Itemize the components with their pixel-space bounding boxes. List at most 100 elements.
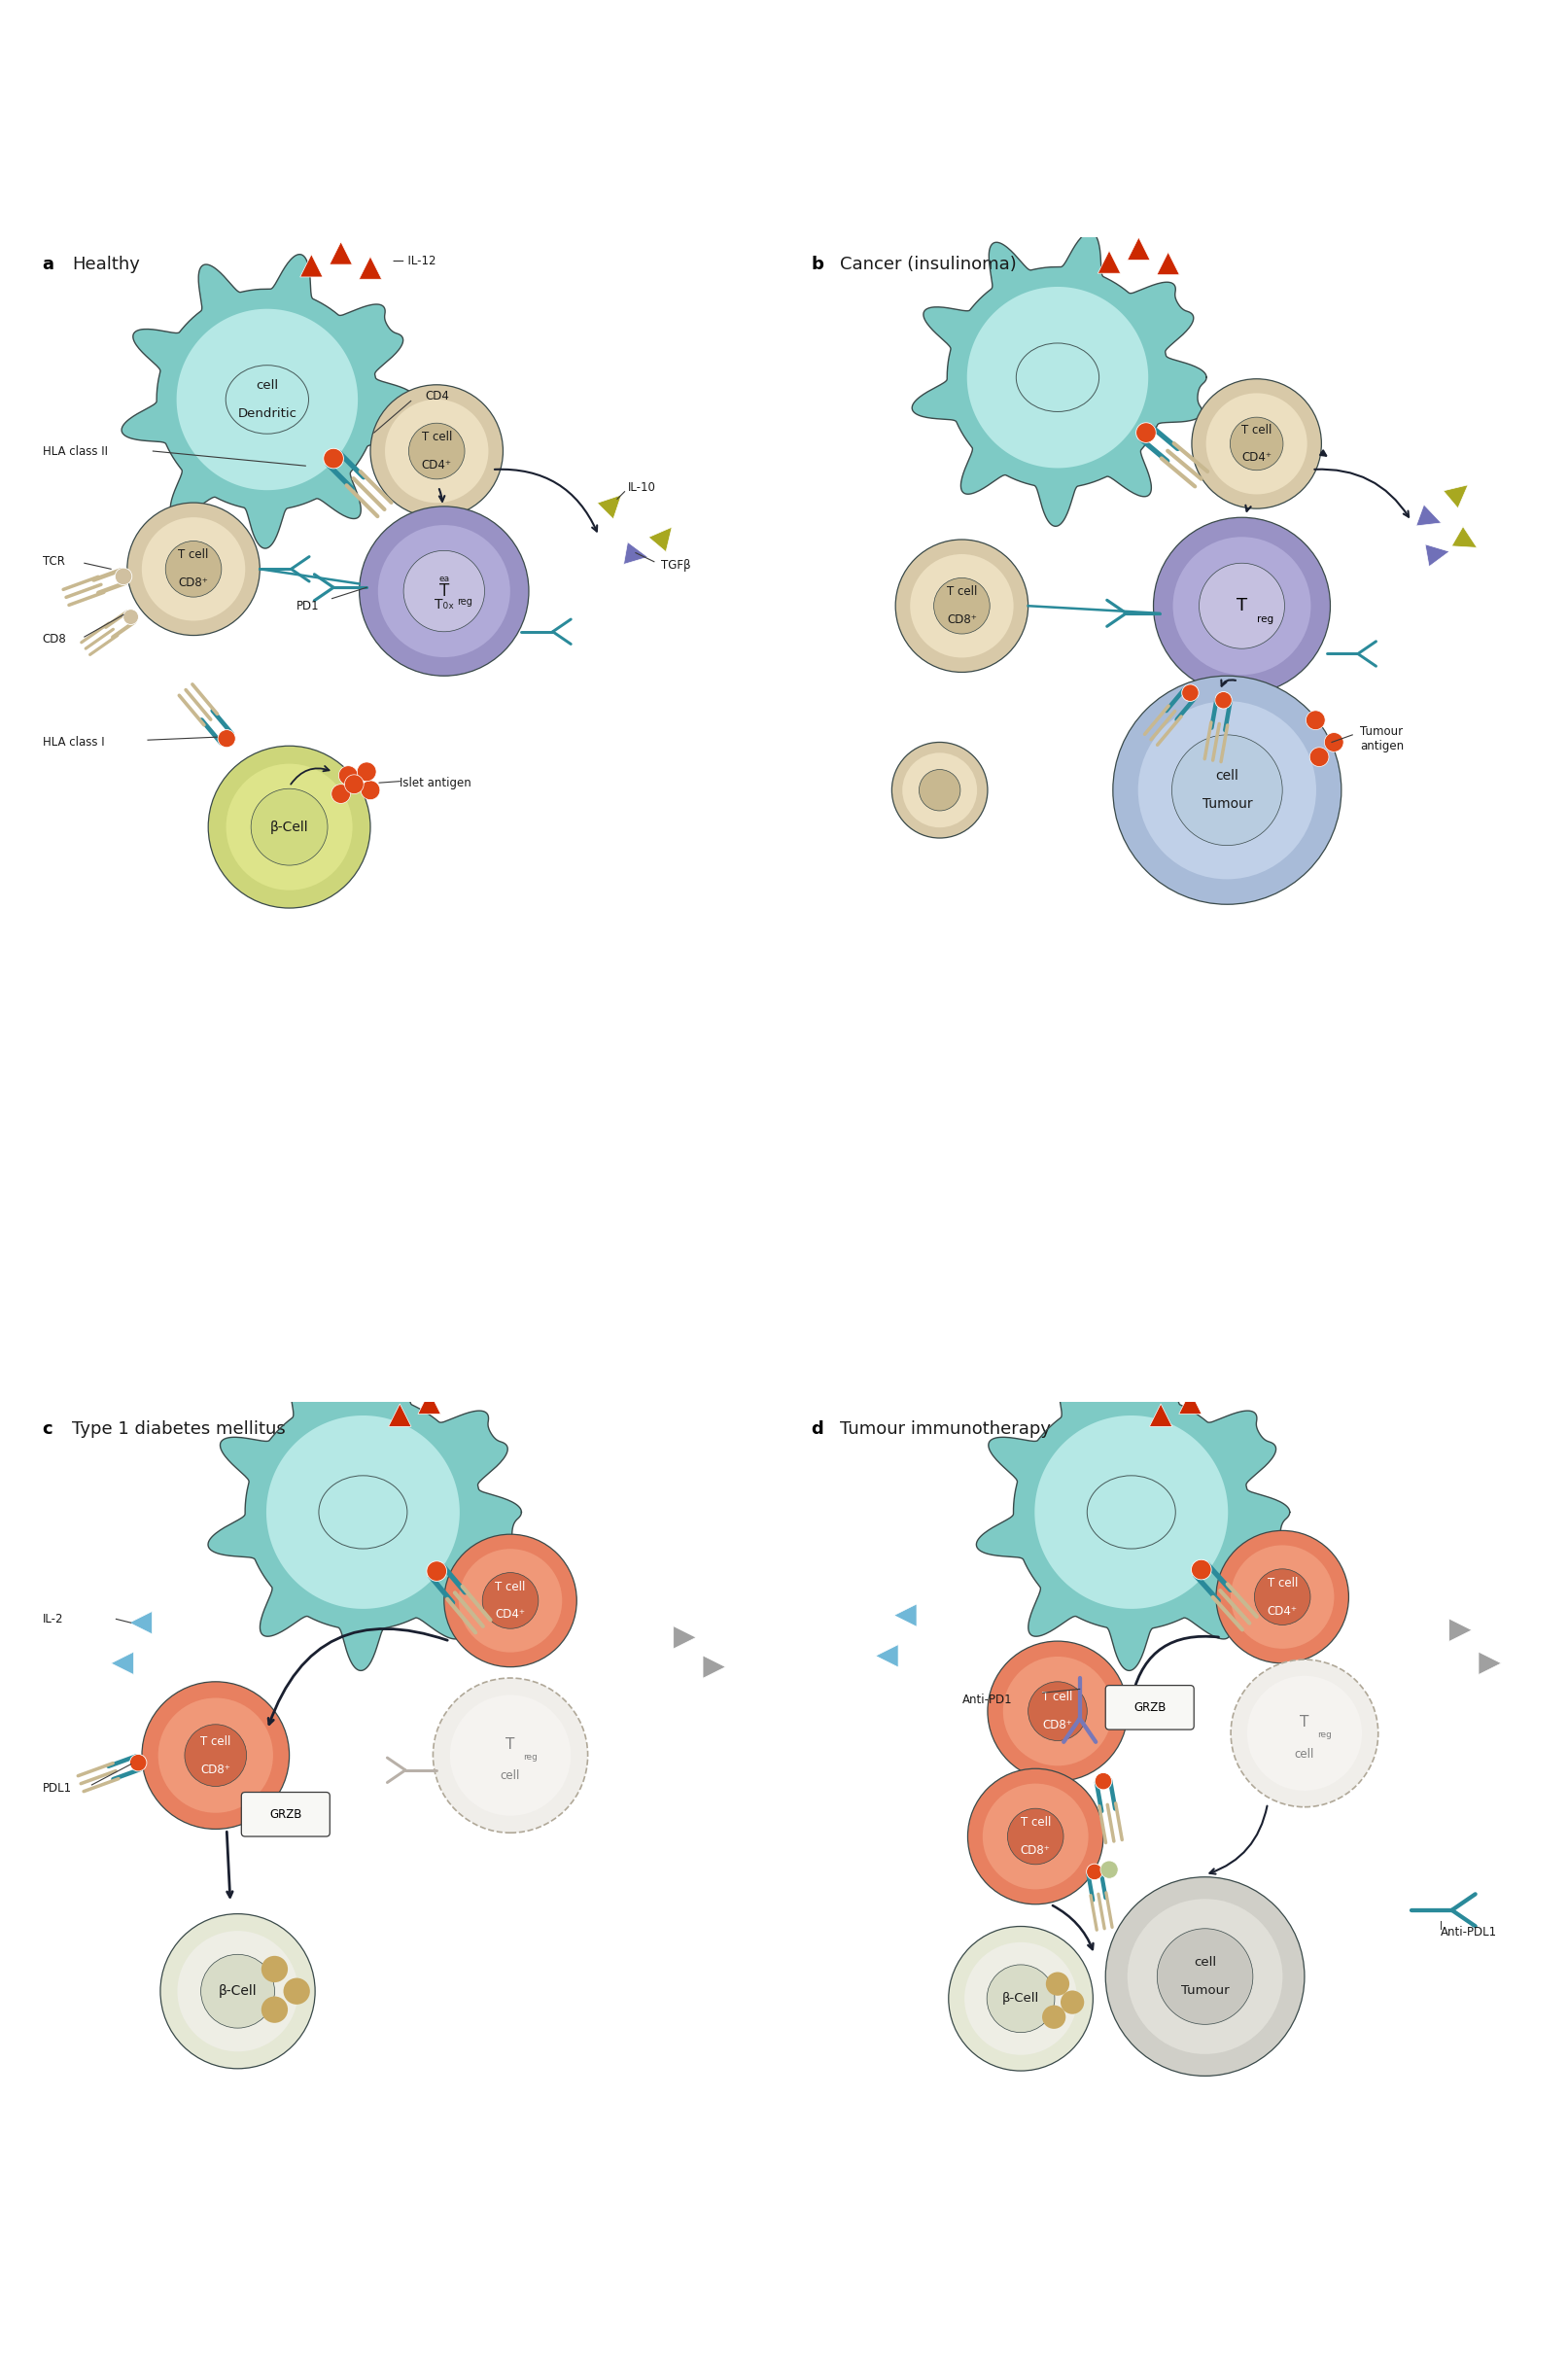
Text: reg: reg [1256,615,1273,625]
Circle shape [160,1913,315,2069]
Polygon shape [673,1625,696,1649]
Text: CD4⁺: CD4⁺ [1267,1604,1297,1618]
Circle shape [1171,734,1283,846]
Text: a: a [42,257,53,273]
Text: Anti-PDL1: Anti-PDL1 [1441,1927,1497,1939]
Text: CD4: CD4 [425,390,450,402]
Circle shape [1309,748,1328,767]
Ellipse shape [1087,1475,1176,1549]
Polygon shape [1449,1618,1472,1642]
Circle shape [345,775,364,794]
Circle shape [1004,1656,1112,1765]
Polygon shape [419,1392,441,1414]
Text: T cell: T cell [422,430,452,444]
Circle shape [1192,378,1322,508]
Text: Healthy: Healthy [72,257,140,273]
Text: T: T [1300,1715,1309,1730]
Circle shape [1137,423,1156,442]
Polygon shape [122,254,416,549]
Text: reg: reg [458,596,474,606]
Circle shape [1215,691,1232,708]
Text: CD8: CD8 [42,632,66,646]
Circle shape [1105,1877,1305,2077]
Text: b: b [811,257,823,273]
Text: CD8⁺: CD8⁺ [179,577,209,589]
Text: TCR: TCR [42,556,64,568]
Text: T cell: T cell [201,1734,230,1749]
Text: CD4⁺: CD4⁺ [1242,451,1272,463]
Circle shape [902,753,977,827]
Circle shape [331,784,351,803]
Polygon shape [177,309,358,489]
Circle shape [143,1682,290,1830]
Polygon shape [1127,238,1149,259]
Circle shape [158,1699,273,1813]
Ellipse shape [318,1475,408,1549]
Circle shape [166,542,221,596]
Circle shape [1101,1860,1118,1879]
Polygon shape [329,242,353,264]
Polygon shape [267,1416,459,1609]
Text: CD4⁺: CD4⁺ [422,459,452,470]
Circle shape [1060,1991,1083,2015]
Text: T: T [506,1737,514,1751]
Text: CD8⁺: CD8⁺ [1043,1718,1073,1732]
Circle shape [949,1927,1093,2072]
Text: cell: cell [1295,1749,1314,1761]
Text: T cell: T cell [1021,1815,1051,1830]
Text: Islet antigen: Islet antigen [400,777,472,789]
Polygon shape [1035,1416,1228,1609]
Text: T cell: T cell [947,584,977,599]
Text: CD8⁺: CD8⁺ [947,613,977,627]
Circle shape [983,1784,1088,1889]
Polygon shape [1425,544,1449,565]
Polygon shape [1479,1651,1501,1675]
Text: CD8⁺: CD8⁺ [1021,1844,1051,1856]
Circle shape [909,554,1013,658]
Text: Tumour immunotherapy: Tumour immunotherapy [840,1421,1051,1437]
Text: Tumour
antigen: Tumour antigen [1359,725,1403,753]
Circle shape [359,506,528,675]
Circle shape [209,746,370,908]
Circle shape [386,399,488,504]
Circle shape [130,1753,147,1770]
Circle shape [403,551,485,632]
Text: T cell: T cell [1267,1578,1298,1590]
Text: PDL1: PDL1 [42,1782,72,1794]
Circle shape [1046,1972,1069,1996]
Polygon shape [1157,252,1179,276]
Circle shape [226,763,353,891]
Circle shape [1043,2005,1066,2029]
Circle shape [459,1549,561,1651]
Circle shape [251,789,328,865]
FancyBboxPatch shape [1105,1685,1193,1730]
Polygon shape [977,1357,1290,1670]
Circle shape [935,577,989,634]
Circle shape [124,608,138,625]
Text: Type 1 diabetes mellitus: Type 1 diabetes mellitus [72,1421,285,1437]
Circle shape [177,1932,298,2050]
Text: PD1: PD1 [296,599,320,613]
Circle shape [262,1955,289,1982]
Circle shape [339,765,358,784]
Circle shape [1094,1772,1112,1789]
Text: Tumour: Tumour [1203,798,1253,810]
Circle shape [1247,1675,1363,1792]
Circle shape [201,1955,274,2029]
FancyBboxPatch shape [241,1792,329,1837]
Text: cell: cell [256,380,279,392]
Circle shape [218,729,235,748]
Polygon shape [389,1404,411,1426]
Circle shape [967,1768,1104,1903]
Circle shape [1254,1568,1311,1625]
Text: Anti-PD1: Anti-PD1 [961,1694,1011,1706]
Circle shape [262,1996,289,2022]
Text: d: d [811,1421,823,1437]
Circle shape [114,568,132,584]
Polygon shape [299,254,323,278]
Circle shape [426,1561,447,1580]
Polygon shape [130,1611,152,1635]
Ellipse shape [1016,342,1099,411]
Circle shape [370,385,503,518]
Text: T cell: T cell [1242,423,1272,437]
